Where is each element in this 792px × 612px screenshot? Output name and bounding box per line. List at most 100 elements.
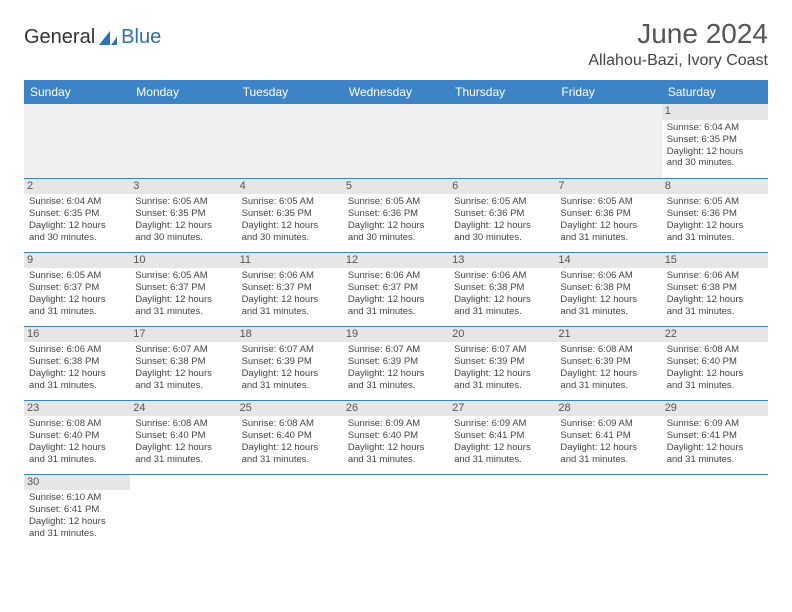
day-detail: Sunset: 6:38 PM (667, 282, 763, 294)
day-detail: and 30 minutes. (29, 232, 125, 244)
weekday-thursday: Thursday (449, 80, 555, 104)
day-cell: 21Sunrise: 6:08 AMSunset: 6:39 PMDayligh… (555, 326, 661, 400)
day-detail: Sunrise: 6:07 AM (454, 344, 550, 356)
day-detail: Sunset: 6:38 PM (560, 282, 656, 294)
day-cell: 30Sunrise: 6:10 AMSunset: 6:41 PMDayligh… (24, 474, 130, 548)
day-detail: Daylight: 12 hours (135, 220, 231, 232)
day-detail: Daylight: 12 hours (29, 368, 125, 380)
day-detail: and 31 minutes. (135, 380, 231, 392)
day-detail: Sunrise: 6:08 AM (29, 418, 125, 430)
day-detail: Sunset: 6:41 PM (667, 430, 763, 442)
day-detail: Sunrise: 6:09 AM (454, 418, 550, 430)
day-detail: Daylight: 12 hours (242, 294, 338, 306)
day-detail: Sunrise: 6:09 AM (560, 418, 656, 430)
day-detail: Daylight: 12 hours (667, 294, 763, 306)
day-detail: Daylight: 12 hours (242, 442, 338, 454)
location: Allahou-Bazi, Ivory Coast (588, 52, 768, 70)
day-detail: Sunset: 6:38 PM (29, 356, 125, 368)
day-detail: Sunset: 6:37 PM (29, 282, 125, 294)
day-detail: Daylight: 12 hours (560, 442, 656, 454)
day-detail: and 31 minutes. (348, 306, 444, 318)
day-number: 1 (662, 104, 768, 120)
day-detail: Daylight: 12 hours (560, 220, 656, 232)
week-row: 16Sunrise: 6:06 AMSunset: 6:38 PMDayligh… (24, 326, 768, 400)
day-number: 14 (555, 253, 661, 269)
day-cell (555, 474, 661, 548)
day-detail: Sunset: 6:40 PM (348, 430, 444, 442)
day-detail: Sunset: 6:36 PM (348, 208, 444, 220)
day-detail: Sunrise: 6:06 AM (667, 270, 763, 282)
day-cell: 28Sunrise: 6:09 AMSunset: 6:41 PMDayligh… (555, 400, 661, 474)
day-detail: Sunset: 6:40 PM (242, 430, 338, 442)
day-detail: Sunrise: 6:06 AM (29, 344, 125, 356)
day-cell: 14Sunrise: 6:06 AMSunset: 6:38 PMDayligh… (555, 252, 661, 326)
day-cell (662, 474, 768, 548)
day-detail: and 31 minutes. (29, 528, 125, 540)
day-cell (343, 474, 449, 548)
day-detail: and 31 minutes. (135, 454, 231, 466)
day-detail: Sunrise: 6:06 AM (454, 270, 550, 282)
day-cell (449, 474, 555, 548)
day-detail: Sunrise: 6:08 AM (242, 418, 338, 430)
day-cell (130, 474, 236, 548)
day-detail: and 31 minutes. (667, 454, 763, 466)
day-number: 2 (24, 179, 130, 195)
day-cell: 15Sunrise: 6:06 AMSunset: 6:38 PMDayligh… (662, 252, 768, 326)
day-detail: Sunset: 6:36 PM (667, 208, 763, 220)
sail-icon (99, 31, 117, 45)
week-row: 23Sunrise: 6:08 AMSunset: 6:40 PMDayligh… (24, 400, 768, 474)
day-detail: Sunset: 6:36 PM (560, 208, 656, 220)
day-detail: Sunrise: 6:09 AM (348, 418, 444, 430)
day-cell (343, 104, 449, 178)
day-cell (237, 104, 343, 178)
day-detail: and 30 minutes. (135, 232, 231, 244)
day-number: 19 (343, 327, 449, 343)
day-cell: 23Sunrise: 6:08 AMSunset: 6:40 PMDayligh… (24, 400, 130, 474)
week-row: 9Sunrise: 6:05 AMSunset: 6:37 PMDaylight… (24, 252, 768, 326)
day-detail: Sunrise: 6:07 AM (348, 344, 444, 356)
day-detail: Daylight: 12 hours (667, 368, 763, 380)
day-detail: Sunrise: 6:10 AM (29, 492, 125, 504)
day-detail: Daylight: 12 hours (667, 220, 763, 232)
day-detail: Sunset: 6:38 PM (454, 282, 550, 294)
day-detail: and 31 minutes. (29, 454, 125, 466)
day-detail: Daylight: 12 hours (348, 294, 444, 306)
day-number: 6 (449, 179, 555, 195)
day-detail: Daylight: 12 hours (29, 294, 125, 306)
day-detail: Daylight: 12 hours (135, 442, 231, 454)
day-detail: and 30 minutes. (667, 157, 763, 169)
day-cell (449, 104, 555, 178)
day-cell: 2Sunrise: 6:04 AMSunset: 6:35 PMDaylight… (24, 178, 130, 252)
day-detail: Sunrise: 6:08 AM (560, 344, 656, 356)
header: General Blue June 2024 Allahou-Bazi, Ivo… (24, 18, 768, 70)
weekday-tuesday: Tuesday (237, 80, 343, 104)
day-detail: Daylight: 12 hours (560, 368, 656, 380)
day-cell: 10Sunrise: 6:05 AMSunset: 6:37 PMDayligh… (130, 252, 236, 326)
day-number: 17 (130, 327, 236, 343)
day-detail: and 31 minutes. (454, 380, 550, 392)
day-cell: 13Sunrise: 6:06 AMSunset: 6:38 PMDayligh… (449, 252, 555, 326)
day-cell: 11Sunrise: 6:06 AMSunset: 6:37 PMDayligh… (237, 252, 343, 326)
day-detail: and 31 minutes. (242, 306, 338, 318)
day-detail: and 30 minutes. (242, 232, 338, 244)
day-number: 20 (449, 327, 555, 343)
day-cell: 6Sunrise: 6:05 AMSunset: 6:36 PMDaylight… (449, 178, 555, 252)
day-detail: Sunset: 6:40 PM (29, 430, 125, 442)
day-detail: and 31 minutes. (29, 380, 125, 392)
day-detail: Sunset: 6:41 PM (560, 430, 656, 442)
day-cell: 7Sunrise: 6:05 AMSunset: 6:36 PMDaylight… (555, 178, 661, 252)
day-detail: Daylight: 12 hours (29, 442, 125, 454)
day-detail: Daylight: 12 hours (348, 442, 444, 454)
day-number: 16 (24, 327, 130, 343)
day-detail: Sunrise: 6:07 AM (242, 344, 338, 356)
day-detail: Sunset: 6:37 PM (135, 282, 231, 294)
day-detail: Sunrise: 6:06 AM (560, 270, 656, 282)
day-cell: 24Sunrise: 6:08 AMSunset: 6:40 PMDayligh… (130, 400, 236, 474)
day-detail: Sunrise: 6:04 AM (667, 122, 763, 134)
day-detail: Daylight: 12 hours (135, 368, 231, 380)
day-detail: Daylight: 12 hours (667, 442, 763, 454)
day-detail: Daylight: 12 hours (454, 442, 550, 454)
day-detail: Sunset: 6:37 PM (348, 282, 444, 294)
day-number: 3 (130, 179, 236, 195)
week-row: 2Sunrise: 6:04 AMSunset: 6:35 PMDaylight… (24, 178, 768, 252)
